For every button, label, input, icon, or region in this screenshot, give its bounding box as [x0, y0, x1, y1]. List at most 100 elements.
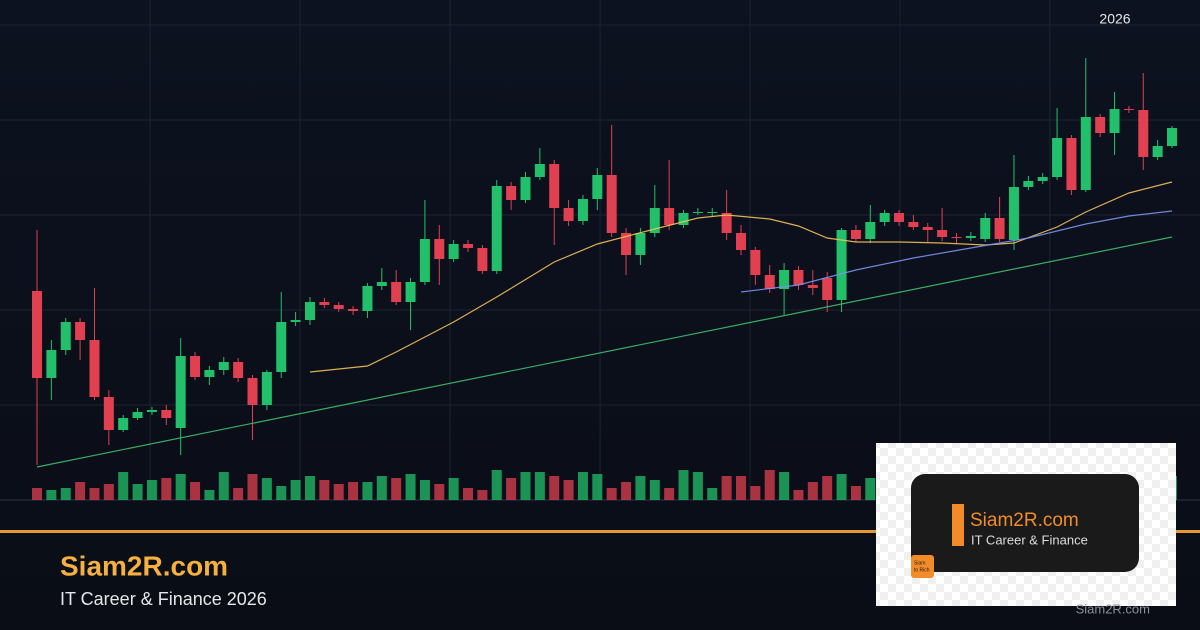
- candle-body: [577, 199, 588, 221]
- candle-body: [405, 282, 416, 302]
- candle-body: [1152, 146, 1163, 157]
- volume-bar: [304, 476, 315, 500]
- candle-body: [836, 230, 847, 300]
- volume-bar: [491, 470, 502, 500]
- candle-body: [146, 410, 157, 412]
- candle-body: [1138, 110, 1149, 157]
- candle-body: [60, 322, 71, 350]
- volume-bar: [276, 486, 287, 500]
- volume-bar: [621, 482, 632, 500]
- candle-body: [908, 222, 919, 227]
- volume-bar: [218, 472, 229, 500]
- volume-bar: [190, 482, 201, 500]
- candle-body: [563, 208, 574, 221]
- candle-body: [103, 397, 114, 430]
- candle-body: [304, 302, 315, 320]
- volume-bar: [247, 474, 258, 500]
- candle-body: [32, 291, 42, 378]
- candle-body: [190, 356, 201, 377]
- candle-body: [793, 270, 804, 285]
- candle-body: [678, 213, 689, 225]
- candle-body: [549, 164, 560, 208]
- volume-bar: [60, 488, 71, 500]
- candle-body: [1123, 109, 1134, 110]
- candle-body: [750, 250, 761, 275]
- volume-bar: [434, 484, 445, 500]
- volume-bar: [333, 484, 344, 500]
- candle-body: [434, 239, 445, 259]
- volume-bar: [750, 486, 761, 500]
- candle-body: [204, 370, 215, 377]
- candle-body: [333, 305, 344, 309]
- candle-body: [261, 372, 272, 405]
- volume-bar: [520, 472, 531, 500]
- volume-bar: [678, 470, 689, 500]
- candle-body: [980, 218, 991, 239]
- candle-body: [46, 350, 57, 378]
- candle-body: [1080, 117, 1091, 190]
- candle-body: [649, 208, 660, 233]
- candle-body: [621, 233, 632, 255]
- volume-bar: [118, 472, 129, 500]
- volume-bar: [549, 476, 560, 500]
- candle-body: [606, 175, 617, 233]
- volume-bar: [635, 476, 646, 500]
- volume-bar: [477, 490, 488, 500]
- candle-body: [922, 227, 933, 230]
- volume-bar: [707, 488, 718, 500]
- volume-bar: [793, 490, 804, 500]
- candle-body: [233, 362, 244, 378]
- candle-body: [276, 322, 287, 372]
- volume-bar: [822, 476, 833, 500]
- candle-body: [1095, 117, 1106, 133]
- volume-bar: [463, 488, 474, 500]
- card: [911, 474, 1139, 572]
- candle-body: [707, 212, 718, 213]
- indicator-line: [740, 210, 1173, 293]
- candle-body: [1037, 177, 1048, 181]
- volume-bar: [103, 484, 114, 500]
- volume-bar: [204, 490, 215, 500]
- candle-body: [419, 239, 430, 282]
- candle-body: [75, 322, 86, 340]
- candle-body: [362, 286, 373, 311]
- badge-text: to Rich: [914, 567, 930, 573]
- volume-bar: [348, 482, 359, 500]
- volume-bar: [376, 476, 387, 500]
- volume-bar: [391, 478, 402, 500]
- candle-body: [865, 222, 876, 239]
- volume-bar: [850, 486, 861, 500]
- candle-body: [1167, 128, 1177, 146]
- volume-bar: [563, 480, 574, 500]
- volume-bar: [32, 488, 42, 500]
- candle-body: [592, 175, 603, 199]
- volume-bar: [836, 474, 847, 500]
- candle-body: [118, 418, 129, 430]
- footer-subtitle: IT Career & Finance 2026: [60, 589, 267, 609]
- volume-bar: [807, 482, 818, 500]
- candle-body: [218, 362, 229, 370]
- volume-bar: [405, 474, 416, 500]
- candle-body: [89, 340, 100, 397]
- candle-body: [721, 213, 732, 233]
- candle-body: [764, 275, 775, 289]
- logo-card: Siam2R.com IT Career & Finance Siam to R…: [876, 443, 1176, 606]
- volume-bar: [664, 488, 675, 500]
- volume-bar: [362, 482, 373, 500]
- candle-body: [463, 244, 474, 248]
- candle-body: [994, 218, 1005, 239]
- candle-body: [391, 282, 402, 302]
- candle-body: [132, 412, 143, 418]
- volume-bar: [506, 478, 517, 500]
- volume-bar: [261, 478, 272, 500]
- volume-bar: [290, 480, 301, 500]
- volume-bar: [89, 488, 100, 500]
- volume-bar: [233, 488, 244, 500]
- candle-body: [448, 244, 459, 259]
- candle-body: [1008, 187, 1019, 240]
- volume-bar: [319, 480, 330, 500]
- candle-body: [879, 213, 890, 222]
- divider: [0, 530, 1200, 533]
- indicator-line: [309, 181, 1173, 373]
- card-accent: [952, 504, 964, 546]
